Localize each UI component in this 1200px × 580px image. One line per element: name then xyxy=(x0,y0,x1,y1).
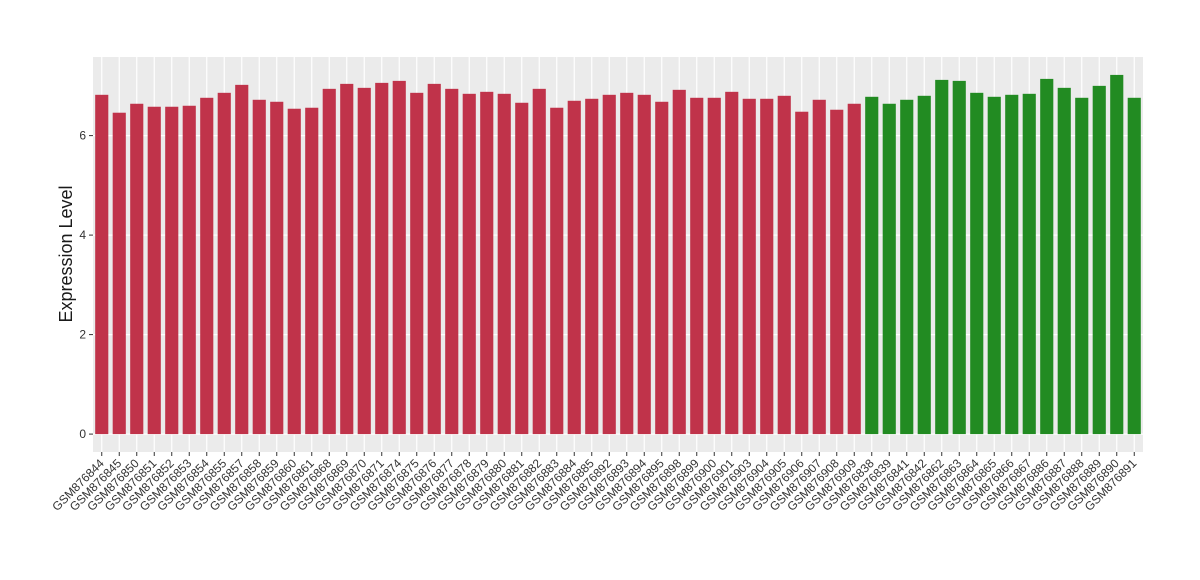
bar xyxy=(777,95,791,435)
bar xyxy=(217,92,231,435)
bar xyxy=(445,88,459,435)
bar xyxy=(795,111,809,435)
bar xyxy=(130,103,144,435)
bar xyxy=(200,97,214,435)
bar xyxy=(672,89,686,435)
bar xyxy=(427,83,441,435)
bar xyxy=(1022,93,1036,435)
bar xyxy=(480,91,494,435)
bar xyxy=(1057,87,1071,435)
bar xyxy=(707,97,721,435)
bar xyxy=(95,94,109,435)
bar xyxy=(462,93,476,435)
bar xyxy=(1075,97,1089,435)
y-tick-label: 4 xyxy=(79,228,86,242)
bar xyxy=(882,103,896,435)
bar xyxy=(410,92,424,435)
bar xyxy=(182,105,196,435)
bar xyxy=(1040,78,1054,435)
bar xyxy=(322,88,336,435)
bar xyxy=(147,106,161,435)
bar xyxy=(305,107,319,435)
bar xyxy=(112,112,126,435)
bar xyxy=(935,79,949,435)
bar xyxy=(952,80,966,435)
bar xyxy=(742,98,756,435)
bar xyxy=(970,92,984,435)
bar xyxy=(532,88,546,435)
bar xyxy=(357,87,371,435)
y-axis-label: Expression Level xyxy=(56,185,76,322)
plot-panel xyxy=(93,57,1143,452)
bar xyxy=(987,96,1001,435)
bar xyxy=(550,107,564,435)
bar xyxy=(865,96,879,435)
bar xyxy=(1005,94,1019,435)
bar xyxy=(567,100,581,435)
bar xyxy=(235,84,249,435)
bar xyxy=(830,109,844,435)
bar xyxy=(637,94,651,435)
bar xyxy=(917,95,931,435)
bar xyxy=(270,101,284,435)
bar xyxy=(1092,85,1106,435)
bar xyxy=(690,97,704,435)
bar xyxy=(340,83,354,435)
bar xyxy=(900,99,914,435)
bar xyxy=(1110,74,1124,435)
bar xyxy=(497,93,511,435)
bar xyxy=(165,106,179,435)
bar xyxy=(847,103,861,435)
y-tick-label: 2 xyxy=(79,328,86,342)
bar xyxy=(620,92,634,435)
bar xyxy=(287,108,301,435)
bar xyxy=(1127,97,1141,435)
bar xyxy=(725,91,739,435)
bar xyxy=(602,94,616,435)
bar xyxy=(812,99,826,435)
bar xyxy=(375,82,389,435)
bar xyxy=(760,98,774,435)
y-tick-label: 6 xyxy=(79,129,86,143)
bar xyxy=(515,102,529,435)
bar xyxy=(655,101,669,435)
bar xyxy=(392,80,406,435)
y-tick-label: 0 xyxy=(79,427,86,441)
bar xyxy=(585,98,599,435)
bar xyxy=(252,99,266,435)
